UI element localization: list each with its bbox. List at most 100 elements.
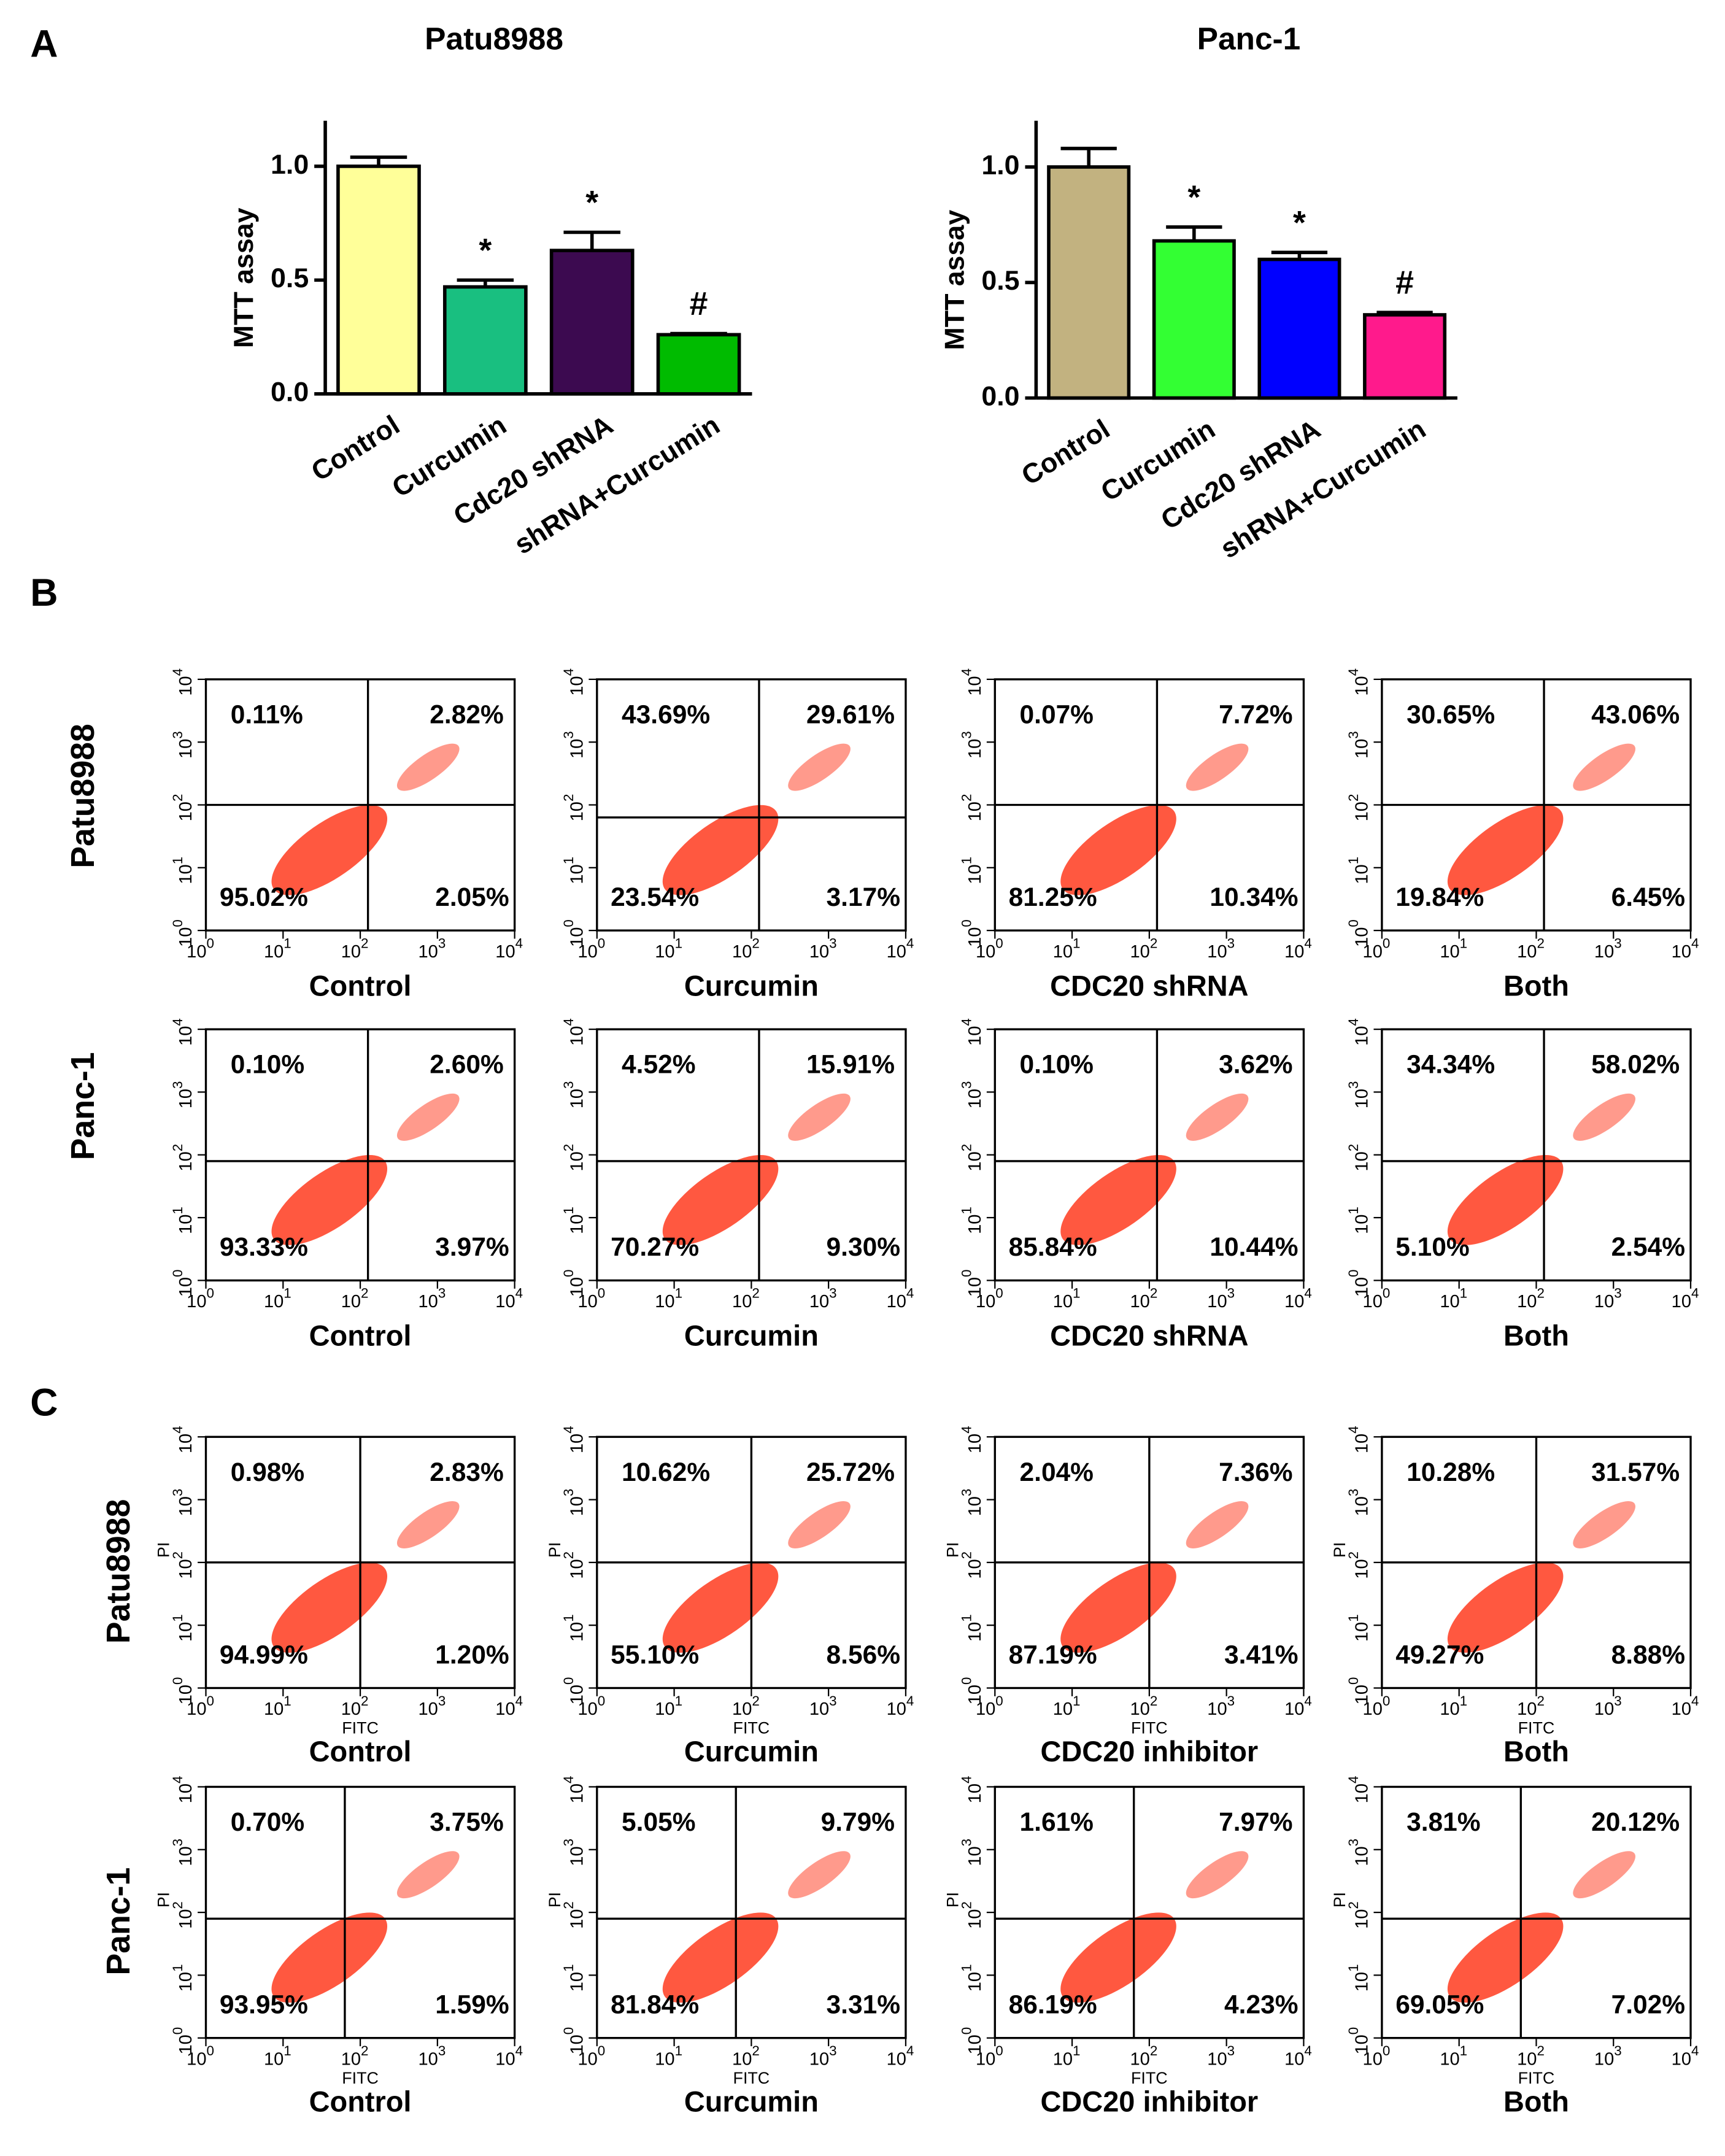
x-axis-label: FITC bbox=[1131, 1719, 1168, 1737]
tick-exponent: 4 bbox=[1346, 1426, 1361, 1433]
quadrant-percentage: 0.10% bbox=[1020, 1051, 1094, 1080]
bar bbox=[442, 285, 528, 396]
y-tick-label: 102 bbox=[1346, 1901, 1372, 1929]
tick-exponent: 1 bbox=[959, 1964, 974, 1971]
tick-base: 10 bbox=[567, 1151, 587, 1171]
event-cloud bbox=[662, 1563, 779, 1653]
quadrant-percentage: 55.10% bbox=[611, 1640, 699, 1669]
x-tick-label: 101 bbox=[655, 935, 682, 961]
condition-label: Curcumin bbox=[684, 1735, 819, 1768]
y-tick-label: 100 bbox=[170, 2027, 196, 2055]
tick-base: 10 bbox=[1440, 942, 1459, 962]
tick-exponent: 3 bbox=[829, 935, 836, 951]
event-cloud bbox=[788, 1501, 851, 1548]
tick-base: 10 bbox=[495, 1699, 515, 1719]
bar bbox=[549, 249, 635, 396]
tick-base: 10 bbox=[1352, 802, 1372, 821]
x-tick-label: 103 bbox=[809, 2043, 837, 2069]
tick-exponent: 4 bbox=[170, 1426, 185, 1433]
tick-exponent: 0 bbox=[959, 2027, 974, 2034]
tick-base: 10 bbox=[567, 1434, 587, 1453]
y-tick-label: 100 bbox=[561, 1269, 587, 1297]
quadrant-percentage: 86.19% bbox=[1009, 1990, 1097, 2019]
x-tick-label: 101 bbox=[1440, 2043, 1467, 2069]
x-tick-label: 104 bbox=[887, 1693, 914, 1719]
x-tick-label: 102 bbox=[732, 1693, 760, 1719]
y-tick-label: 100 bbox=[1346, 919, 1372, 947]
tick-base: 10 bbox=[1053, 1292, 1073, 1312]
y-tick-label: 0.0 bbox=[981, 381, 1019, 411]
tick-exponent: 2 bbox=[361, 1693, 368, 1709]
quadrant-percentage: 2.54% bbox=[1611, 1233, 1685, 1262]
significance-mark: # bbox=[1395, 265, 1414, 301]
tick-base: 10 bbox=[1053, 942, 1073, 962]
tick-exponent: 4 bbox=[515, 1693, 523, 1709]
tick-base: 10 bbox=[419, 942, 438, 962]
y-tick-label: 102 bbox=[959, 794, 984, 822]
tick-exponent: 4 bbox=[1346, 668, 1361, 676]
event-cloud bbox=[1186, 1851, 1249, 1899]
tick-exponent: 4 bbox=[561, 668, 576, 676]
tick-exponent: 4 bbox=[1304, 1693, 1311, 1709]
tick-exponent: 1 bbox=[1460, 935, 1467, 951]
tick-exponent: 1 bbox=[561, 857, 576, 864]
event-cloud bbox=[1573, 1851, 1635, 1899]
y-axis-label: PI bbox=[1330, 1892, 1349, 1907]
quadrant-percentage: 20.12% bbox=[1591, 1808, 1680, 1837]
quadrant-percentage: 3.97% bbox=[435, 1233, 509, 1262]
y-tick-label: 104 bbox=[1346, 1018, 1372, 1046]
tick-base: 10 bbox=[176, 802, 196, 821]
condition-label: Both bbox=[1503, 2085, 1569, 2117]
tick-base: 10 bbox=[176, 1909, 196, 1929]
tick-exponent: 1 bbox=[284, 1286, 291, 1301]
quadrant-percentage: 69.05% bbox=[1395, 1990, 1484, 2019]
tick-base: 10 bbox=[965, 1151, 985, 1171]
event-cloud bbox=[396, 743, 460, 791]
tick-exponent: 2 bbox=[752, 1286, 759, 1301]
tick-base: 10 bbox=[1207, 942, 1227, 962]
event-cloud bbox=[1573, 743, 1635, 791]
tick-base: 10 bbox=[187, 2049, 206, 2069]
tick-base: 10 bbox=[976, 1292, 995, 1312]
tick-exponent: 2 bbox=[1150, 1286, 1157, 1301]
y-tick-label: 101 bbox=[170, 1207, 196, 1234]
y-tick-label: 101 bbox=[170, 1964, 196, 1992]
tick-exponent: 2 bbox=[1150, 2043, 1157, 2058]
tick-exponent: 0 bbox=[561, 2027, 576, 2034]
y-tick-label: 101 bbox=[1346, 1964, 1372, 1992]
tick-exponent: 1 bbox=[561, 1207, 576, 1214]
y-tick-label: 104 bbox=[1346, 1776, 1372, 1804]
quadrant-percentage: 34.34% bbox=[1407, 1051, 1495, 1080]
tick-base: 10 bbox=[495, 942, 515, 962]
condition-label: CDC20 inhibitor bbox=[1041, 1735, 1259, 1768]
y-tick-label: 102 bbox=[561, 1144, 587, 1172]
quadrant-percentage: 7.97% bbox=[1219, 1808, 1292, 1837]
y-tick-label: 101 bbox=[561, 1964, 587, 1992]
tick-base: 10 bbox=[1440, 1699, 1459, 1719]
tick-base: 10 bbox=[965, 1434, 985, 1453]
tick-exponent: 1 bbox=[1346, 1207, 1361, 1214]
tick-base: 10 bbox=[1130, 2049, 1150, 2069]
tick-base: 10 bbox=[1352, 1783, 1372, 1803]
tick-base: 10 bbox=[1352, 1026, 1372, 1046]
quadrant-percentage: 2.60% bbox=[430, 1051, 503, 1080]
x-tick-label: 102 bbox=[341, 1286, 369, 1312]
tick-exponent: 2 bbox=[361, 935, 368, 951]
event-cloud bbox=[396, 1851, 460, 1899]
tick-base: 10 bbox=[1363, 2049, 1383, 2069]
tick-base: 10 bbox=[567, 1559, 587, 1578]
tick-base: 10 bbox=[567, 1215, 587, 1234]
y-tick-label: 101 bbox=[170, 857, 196, 884]
tick-exponent: 1 bbox=[675, 935, 682, 951]
tick-base: 10 bbox=[1363, 942, 1383, 962]
event-cloud bbox=[662, 1912, 779, 2003]
tick-base: 10 bbox=[1594, 1292, 1614, 1312]
tick-exponent: 3 bbox=[1614, 1286, 1621, 1301]
tick-exponent: 3 bbox=[170, 1081, 185, 1089]
tick-exponent: 3 bbox=[561, 1489, 576, 1496]
tick-exponent: 0 bbox=[207, 1693, 214, 1709]
tick-base: 10 bbox=[965, 2034, 985, 2054]
tick-base: 10 bbox=[341, 2049, 361, 2069]
tick-base: 10 bbox=[567, 864, 587, 884]
tick-exponent: 2 bbox=[1346, 1901, 1361, 1909]
